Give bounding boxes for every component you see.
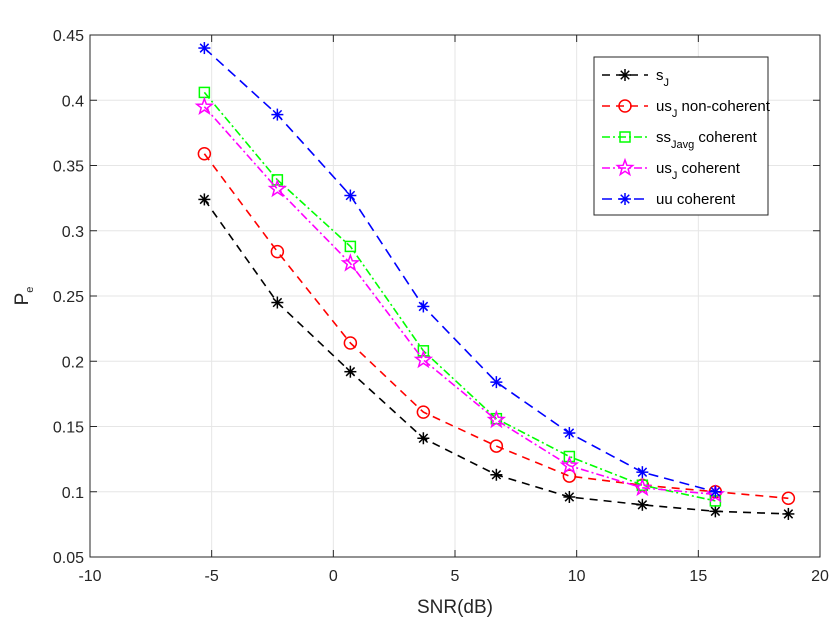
series-line xyxy=(203,47,716,493)
data-point xyxy=(197,147,212,161)
y-tick-label: 0.25 xyxy=(53,289,84,306)
data-point xyxy=(270,244,285,259)
data-point xyxy=(636,466,649,479)
x-tick-label: 10 xyxy=(568,568,586,585)
y-tick-label: 0.45 xyxy=(53,28,84,45)
data-point xyxy=(198,193,211,206)
data-point xyxy=(343,336,358,350)
y-axis-label-sub: e xyxy=(24,287,36,293)
data-point xyxy=(486,409,507,429)
x-tick-label: -5 xyxy=(205,568,219,585)
data-point xyxy=(563,450,576,463)
data-point xyxy=(709,485,722,498)
data-point xyxy=(490,376,503,389)
legend-marker xyxy=(619,193,631,205)
data-point xyxy=(559,455,580,474)
data-point xyxy=(632,477,653,497)
series-line xyxy=(203,91,716,502)
x-tick-label: 5 xyxy=(451,568,460,585)
legend-item: usJ coherent xyxy=(602,157,741,182)
series-1 xyxy=(198,193,795,520)
data-point xyxy=(636,498,649,511)
data-point xyxy=(344,189,357,202)
data-point xyxy=(198,42,211,55)
legend-label: ssJavg coherent xyxy=(656,129,758,151)
data-point xyxy=(781,491,796,506)
legend-marker xyxy=(619,69,631,81)
legend-item: uu coherent xyxy=(602,191,736,208)
data-point xyxy=(344,240,357,253)
legend-label: usJ non-coherent xyxy=(656,98,771,120)
legend-label: uu coherent xyxy=(656,191,736,208)
y-tick-label: 0.35 xyxy=(53,159,84,176)
legend-item: usJ non-coherent xyxy=(602,98,771,120)
data-point xyxy=(194,96,215,116)
legend-item: sJ xyxy=(602,67,669,89)
series-line xyxy=(203,153,789,500)
y-tick-label: 0.2 xyxy=(62,354,84,371)
y-tick-label: 0.05 xyxy=(53,550,84,567)
data-point xyxy=(782,507,795,520)
data-point xyxy=(490,468,503,481)
series-line xyxy=(203,106,716,496)
data-point xyxy=(271,174,284,186)
series-5 xyxy=(198,42,722,498)
data-point xyxy=(417,432,430,445)
legend-box xyxy=(593,56,769,216)
legend: sJ usJ non-coherent ssJavg coherent usJ coh… xyxy=(593,56,771,216)
data-point xyxy=(413,349,434,369)
y-axis-label-main: P xyxy=(12,293,33,306)
x-tick-label: 20 xyxy=(811,568,829,585)
legend-marker xyxy=(615,157,635,177)
data-point xyxy=(563,427,576,440)
data-point xyxy=(709,505,722,518)
y-tick-label: 0.3 xyxy=(62,224,84,241)
data-point xyxy=(489,439,504,453)
legend-marker xyxy=(619,131,631,143)
x-axis-label: SNR(dB) xyxy=(417,597,493,618)
legend-label: usJ coherent xyxy=(656,160,741,182)
data-point xyxy=(340,253,361,272)
y-axis-label: Pe xyxy=(12,287,36,306)
y-tick-label: 0.15 xyxy=(53,420,84,437)
data-point xyxy=(267,178,288,198)
data-point xyxy=(271,108,284,121)
legend-marker xyxy=(618,99,632,113)
y-tick-label: 0.4 xyxy=(62,93,84,110)
axis-ticks: -10 -5 0 5 10 15 20 0.05 0.1 0.15 0.2 0.25 0.3 0.35 0.… xyxy=(53,28,829,585)
legend-label: sJ xyxy=(656,67,669,89)
data-point xyxy=(417,345,430,357)
legend-item: ssJavg coherent xyxy=(602,129,758,151)
data-point xyxy=(563,490,576,503)
x-tick-label: 0 xyxy=(329,568,338,585)
y-tick-label: 0.1 xyxy=(62,485,84,502)
data-point xyxy=(562,469,577,483)
data-point xyxy=(344,365,357,378)
data-point xyxy=(416,405,431,419)
data-point xyxy=(271,296,284,309)
data-point xyxy=(417,300,430,313)
series-layer xyxy=(194,42,796,520)
x-tick-label: 15 xyxy=(689,568,707,585)
x-tick-label: -10 xyxy=(78,568,101,585)
